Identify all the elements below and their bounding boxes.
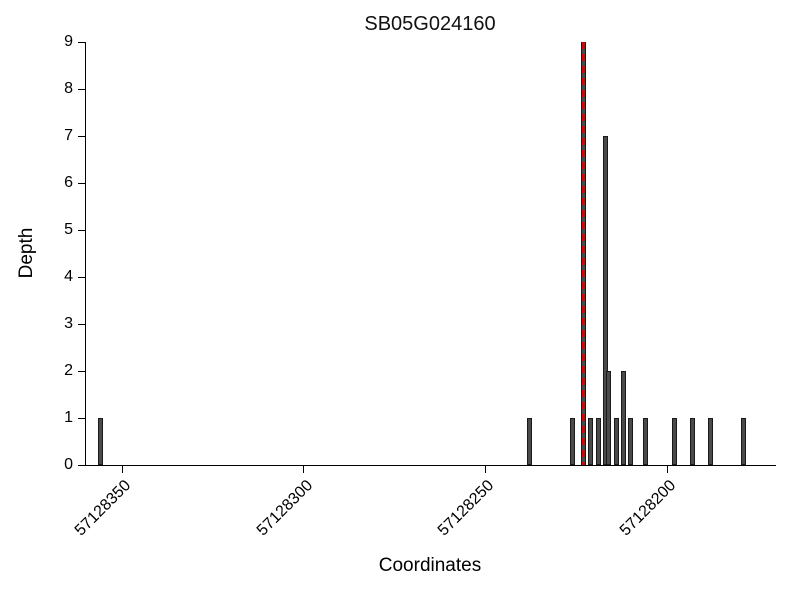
depth-bar: [613, 418, 619, 465]
marker-line: [582, 42, 586, 465]
x-tick-mark: [121, 465, 123, 473]
x-axis-title: Coordinates: [378, 555, 482, 576]
x-tick-label-text: 57128250: [435, 477, 498, 540]
depth-bar: [588, 418, 594, 465]
y-tick-label: 6: [64, 174, 73, 191]
depth-bar: [98, 418, 104, 465]
depth-bar: [602, 136, 608, 465]
y-tick-mark: [78, 323, 86, 325]
depth-bar: [620, 371, 626, 465]
depth-bar: [740, 418, 746, 465]
y-tick-mark: [78, 41, 86, 43]
depth-bar: [570, 418, 576, 465]
depth-bar: [671, 418, 677, 465]
y-tick-label: 3: [64, 315, 73, 332]
y-tick-label: 8: [64, 80, 73, 97]
y-tick-label: 5: [64, 221, 73, 238]
x-tick-mark: [484, 465, 486, 473]
x-tick-label-text: 57128350: [71, 477, 135, 540]
x-tick-mark: [303, 465, 305, 473]
y-tick-mark: [78, 370, 86, 372]
y-tick-mark: [78, 464, 86, 466]
depth-bar: [595, 418, 601, 465]
chart-title: SB05G024160: [364, 13, 496, 35]
y-tick-label: 0: [64, 456, 73, 473]
y-tick-mark: [78, 229, 86, 231]
depth-bar: [689, 418, 695, 465]
y-tick-mark: [78, 417, 86, 419]
y-tick-mark: [78, 182, 86, 184]
depth-bar: [628, 418, 634, 465]
y-tick-label: 2: [64, 362, 73, 379]
y-tick-mark: [78, 276, 86, 278]
y-axis-title: Depth: [16, 227, 37, 279]
y-tick-label: 9: [64, 33, 73, 50]
depth-bar: [526, 418, 532, 465]
y-tick-label: 1: [64, 409, 73, 426]
plot-area: 0 1 2 3 4 5 6 7 8 9 57128350 57128300 57128250 571282…: [64, 33, 776, 539]
y-tick-mark: [78, 135, 86, 137]
y-tick-label: 4: [64, 268, 73, 285]
depth-bar: [708, 418, 714, 465]
x-tick-mark: [666, 465, 668, 473]
x-tick-label-text: 57128200: [616, 477, 680, 540]
x-tick-label-text: 57128300: [253, 477, 316, 540]
y-tick-mark: [78, 88, 86, 90]
depth-bar: [642, 418, 648, 465]
y-tick-label: 7: [64, 127, 73, 144]
depth-bar: [606, 371, 612, 465]
